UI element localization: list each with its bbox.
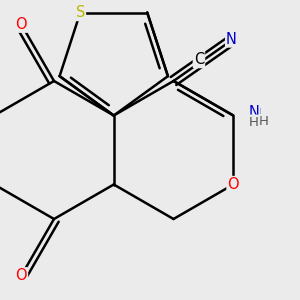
Text: N: N [226,32,237,46]
Text: N: N [248,105,259,120]
Text: O: O [227,177,239,192]
Text: H: H [249,116,259,129]
Text: O: O [15,17,27,32]
Text: C: C [194,52,204,67]
Text: N: N [250,108,261,123]
Text: S: S [76,5,85,20]
Text: H: H [258,115,268,128]
Text: O: O [15,268,27,283]
